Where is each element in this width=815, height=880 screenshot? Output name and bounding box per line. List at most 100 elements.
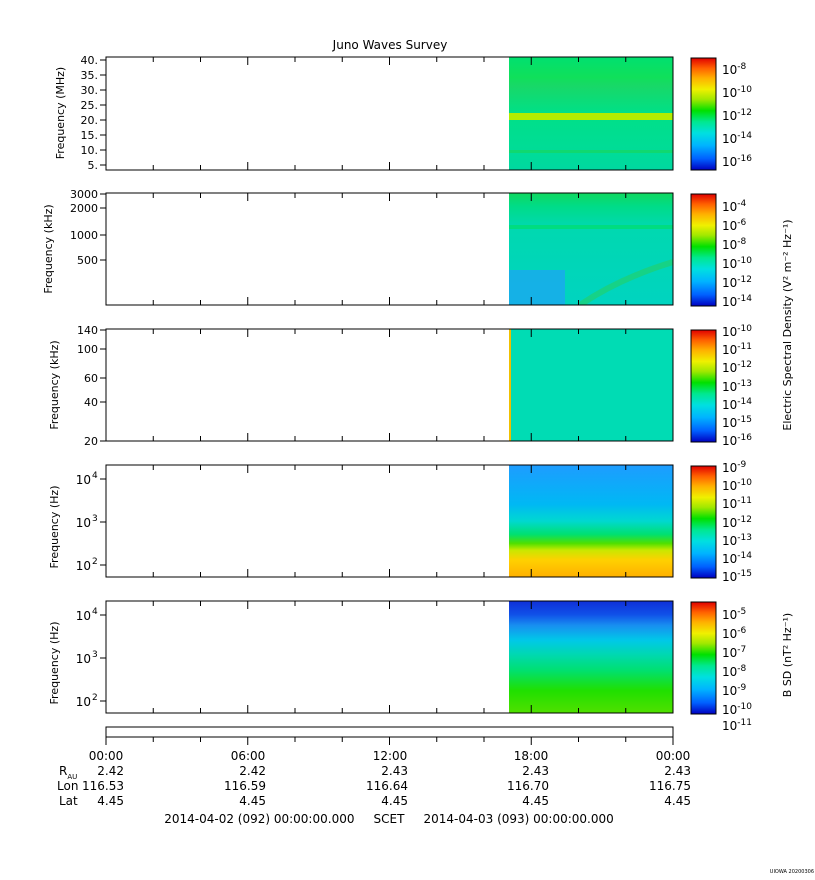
colorbar-exponent: -14 xyxy=(737,294,752,304)
ephemeris-value: 4.45 xyxy=(239,794,266,808)
svg-text:10-16: 10-16 xyxy=(722,154,752,169)
panel-1-ytick: 20. xyxy=(81,114,99,127)
panel-3-data xyxy=(509,329,673,441)
panel-2-ytick: 500 xyxy=(77,254,98,267)
ephemeris-value: 116.75 xyxy=(649,779,691,793)
panel-4-ytick-exponent: 3 xyxy=(92,514,98,524)
ephemeris-row-label: RAU xyxy=(59,764,77,781)
colorbar-exponent: -10 xyxy=(737,702,752,712)
svg-text:10-10: 10-10 xyxy=(722,85,752,100)
panel-4-colorbar-ticks: 10-9 10-10 10-11 10-12 10-13 10-14 10-15 xyxy=(722,460,752,584)
panel-3: 140 100 60 40 20 Frequency (kHz) 10-10 1… xyxy=(48,219,794,448)
colorbar-exponent: -5 xyxy=(737,607,746,617)
panel-2-ytick: 2000 xyxy=(70,202,98,215)
panel-4-ytick: 10 xyxy=(76,516,91,530)
colorbar-exponent: -9 xyxy=(737,460,746,470)
panel-1-ytick: 15. xyxy=(81,129,99,142)
time-tick-label: 00:00 xyxy=(656,749,691,763)
panel-1-colorbar xyxy=(690,57,717,171)
colorbar-exponent: -10 xyxy=(737,256,752,266)
ephemeris-value: 116.53 xyxy=(82,779,124,793)
svg-text:10-16: 10-16 xyxy=(722,433,752,448)
colorbar-exponent: -12 xyxy=(737,360,752,370)
rau-subscript: AU xyxy=(67,773,77,781)
svg-text:10-14: 10-14 xyxy=(722,397,752,412)
panel-3-xticks xyxy=(105,329,674,441)
panel-2-ytick: 1000 xyxy=(70,229,98,242)
footer-tag: UIOWA 20200306 xyxy=(770,869,814,875)
colorbar-exponent: -15 xyxy=(737,569,752,579)
time-axis-strip xyxy=(105,726,674,738)
colorbar-exponent: -11 xyxy=(737,496,752,506)
ephemeris-row-label: Lat xyxy=(59,794,78,808)
colorbar-exponent: -6 xyxy=(737,218,746,228)
svg-text:10-11: 10-11 xyxy=(722,342,752,357)
colorbar-exponent: -12 xyxy=(737,515,752,525)
colorbar-exponent: -8 xyxy=(737,664,746,674)
panel-5: 10 4 10 3 10 2 Frequency (Hz) 10-5 10-6 10-… xyxy=(48,600,794,733)
colorbar-exponent: -14 xyxy=(737,397,752,407)
colorbar-exponent: -14 xyxy=(737,551,752,561)
panel-3-ylabel: Frequency (kHz) xyxy=(48,340,61,429)
svg-text:10-15: 10-15 xyxy=(722,569,752,584)
panel-2-ytick: 3000 xyxy=(70,188,98,201)
svg-text:10-12: 10-12 xyxy=(722,275,752,290)
panel-1-ytick: 40. xyxy=(81,54,99,67)
colorbar-exponent: -11 xyxy=(737,718,752,728)
panel-1-ytick: 35. xyxy=(81,69,99,82)
svg-text:10-10: 10-10 xyxy=(722,324,752,339)
panel-5-xticks xyxy=(105,601,674,713)
svg-text:10-10: 10-10 xyxy=(722,702,752,717)
svg-text:10-4: 10-4 xyxy=(722,199,747,214)
panel-5-ytick-exponent: 3 xyxy=(92,650,98,660)
panel-1-ytick: 5. xyxy=(88,159,99,172)
svg-text:10-12: 10-12 xyxy=(722,360,752,375)
svg-text:10-10: 10-10 xyxy=(722,478,752,493)
panel-4-colorbar xyxy=(690,465,717,579)
panel-4-xticks xyxy=(105,465,674,577)
rau-label: R xyxy=(59,764,67,778)
colorbar-exponent: -4 xyxy=(737,199,746,209)
time-axis: 00:00 06:00 12:00 18:00 00:00 RAU 2.42 2… xyxy=(57,726,691,826)
time-tick-label: 00:00 xyxy=(89,749,124,763)
panel-1-xticks xyxy=(105,57,674,170)
panel-2-colorbar-ticks: 10-4 10-6 10-8 10-10 10-12 10-14 xyxy=(722,199,752,309)
panel-2-ylabel: Frequency (kHz) xyxy=(42,204,55,293)
panel-5-ylabel: Frequency (Hz) xyxy=(48,622,61,705)
time-tick-label: 18:00 xyxy=(514,749,549,763)
colorbar-exponent: -12 xyxy=(737,275,752,285)
panel-1: 40. 35. 30. 25. 20. 15. 10. 5. Frequency… xyxy=(54,54,752,172)
panel-3-ytick: 60 xyxy=(84,372,98,385)
svg-text:10-11: 10-11 xyxy=(722,718,752,733)
ephemeris-value: 4.45 xyxy=(97,794,124,808)
colorbar-exponent: -12 xyxy=(737,108,752,118)
svg-text:10-8: 10-8 xyxy=(722,237,747,252)
svg-text:10-7: 10-7 xyxy=(722,645,746,660)
electric-colorbar-label: Electric Spectral Density (V² m⁻² Hz⁻¹) xyxy=(781,219,794,430)
panel-4-ylabel: Frequency (Hz) xyxy=(48,486,61,569)
svg-text:10-10: 10-10 xyxy=(722,256,752,271)
panel-1-ytick: 10. xyxy=(81,144,99,157)
ephemeris-value: 2.42 xyxy=(97,764,124,778)
svg-text:10-14: 10-14 xyxy=(722,294,752,309)
panel-3-edge xyxy=(509,329,511,441)
panel-2-colorbar xyxy=(690,193,717,307)
colorbar-exponent: -10 xyxy=(737,478,752,488)
panel-2: 3000 2000 1000 500 Frequency (kHz) 10-4 … xyxy=(42,188,752,309)
magnetic-colorbar-label: B SD (nT² Hz⁻¹) xyxy=(781,613,794,697)
svg-text:10-14: 10-14 xyxy=(722,551,752,566)
panel-4-data xyxy=(509,465,673,577)
colorbar-exponent: -9 xyxy=(737,683,746,693)
panel-5-data xyxy=(509,601,673,713)
ephemeris-value: 116.70 xyxy=(507,779,549,793)
colorbar-exponent: -14 xyxy=(737,131,752,141)
svg-text:10-15: 10-15 xyxy=(722,415,752,430)
panel-3-ytick: 20 xyxy=(84,435,98,448)
ephemeris-value: 116.59 xyxy=(224,779,266,793)
panel-1-band-lower xyxy=(509,150,673,153)
svg-text:10-12: 10-12 xyxy=(722,515,752,530)
time-tick-label: 12:00 xyxy=(373,749,408,763)
svg-text:10-9: 10-9 xyxy=(722,460,747,475)
panel-5-ytick: 10 xyxy=(76,609,91,623)
